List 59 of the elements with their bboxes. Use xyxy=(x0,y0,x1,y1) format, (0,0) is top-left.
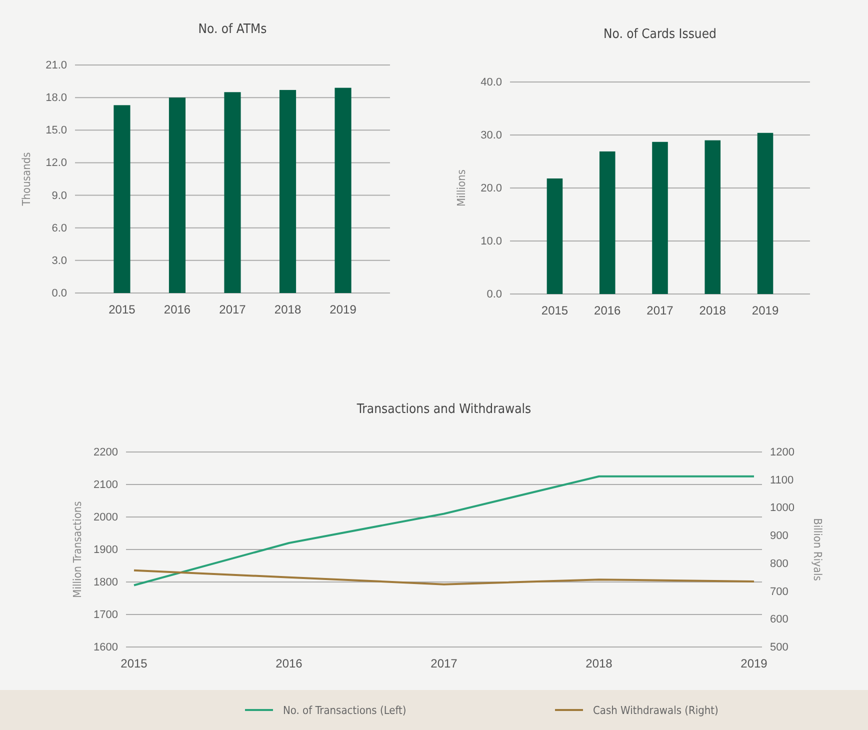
x-tick-label: 2019 xyxy=(330,302,357,317)
line-series xyxy=(133,569,755,586)
y2-tick-label: 1100 xyxy=(770,474,794,486)
y2-tick-label: 700 xyxy=(770,586,788,598)
y-tick-label: 2000 xyxy=(94,512,118,524)
y-tick-label: 1900 xyxy=(94,544,118,556)
y-tick-label: 12.0 xyxy=(46,157,67,170)
y-tick-label: 9.0 xyxy=(52,190,67,202)
x-tick-label: 2016 xyxy=(164,302,191,317)
x-tick-label: 2015 xyxy=(120,656,148,671)
x-tick-label: 2016 xyxy=(594,304,622,318)
y-tick-label: 18.0 xyxy=(46,92,67,104)
y-axis-title: Millions xyxy=(455,169,468,207)
y-axis-title: Thousands xyxy=(20,152,33,207)
x-tick-label: 2015 xyxy=(108,302,136,317)
x-tick-label: 2018 xyxy=(586,656,613,671)
y-tick-label: 20.0 xyxy=(480,182,502,195)
y2-tick-label: 1000 xyxy=(770,502,794,514)
x-tick-label: 2017 xyxy=(430,656,458,671)
x-tick-label: 2017 xyxy=(219,302,246,317)
y2-axis-title: Billion Riyals xyxy=(811,518,824,581)
bar xyxy=(652,142,668,294)
bar xyxy=(546,178,563,294)
chart-title: Transactions and Withdrawals xyxy=(356,402,532,417)
chart-title: No. of Cards Issued xyxy=(604,27,716,42)
y-tick-label: 1800 xyxy=(94,576,118,589)
y-tick-label: 30.0 xyxy=(480,130,502,142)
y-tick-label: 6.0 xyxy=(52,222,67,234)
y-tick-label: 2200 xyxy=(94,446,118,459)
chart-title: No. of ATMs xyxy=(198,22,267,37)
y2-tick-label: 500 xyxy=(770,642,788,654)
y-tick-label: 10.0 xyxy=(480,236,502,248)
y-tick-label: 15.0 xyxy=(46,124,67,137)
y2-tick-label: 800 xyxy=(770,558,788,570)
x-tick-label: 2017 xyxy=(646,304,674,318)
bar xyxy=(757,132,774,294)
y-tick-label: 1600 xyxy=(94,642,118,654)
x-tick-label: 2018 xyxy=(274,302,302,317)
bar xyxy=(599,151,616,294)
y-tick-label: 40.0 xyxy=(480,76,502,89)
y-tick-label: 2100 xyxy=(94,479,118,492)
y2-tick-label: 1200 xyxy=(770,446,794,459)
y2-tick-label: 900 xyxy=(770,530,788,542)
y-axis-title: Million Transactions xyxy=(71,501,84,598)
legend-label: No. of Transactions (Left) xyxy=(283,704,406,717)
y-tick-label: 3.0 xyxy=(52,254,67,267)
y-tick-label: 0.0 xyxy=(52,288,67,300)
y-tick-label: 21.0 xyxy=(46,60,67,72)
bar xyxy=(704,140,721,294)
x-tick-label: 2019 xyxy=(740,656,768,671)
x-tick-label: 2018 xyxy=(699,304,726,318)
x-tick-label: 2015 xyxy=(541,304,568,318)
y2-tick-label: 600 xyxy=(770,614,788,626)
y-tick-label: 1700 xyxy=(94,609,118,622)
line-series xyxy=(133,475,755,586)
x-tick-label: 2016 xyxy=(276,656,303,671)
legend-label: Cash Withdrawals (Right) xyxy=(593,704,719,717)
y-tick-label: 0.0 xyxy=(486,288,502,301)
x-tick-label: 2019 xyxy=(752,304,779,318)
